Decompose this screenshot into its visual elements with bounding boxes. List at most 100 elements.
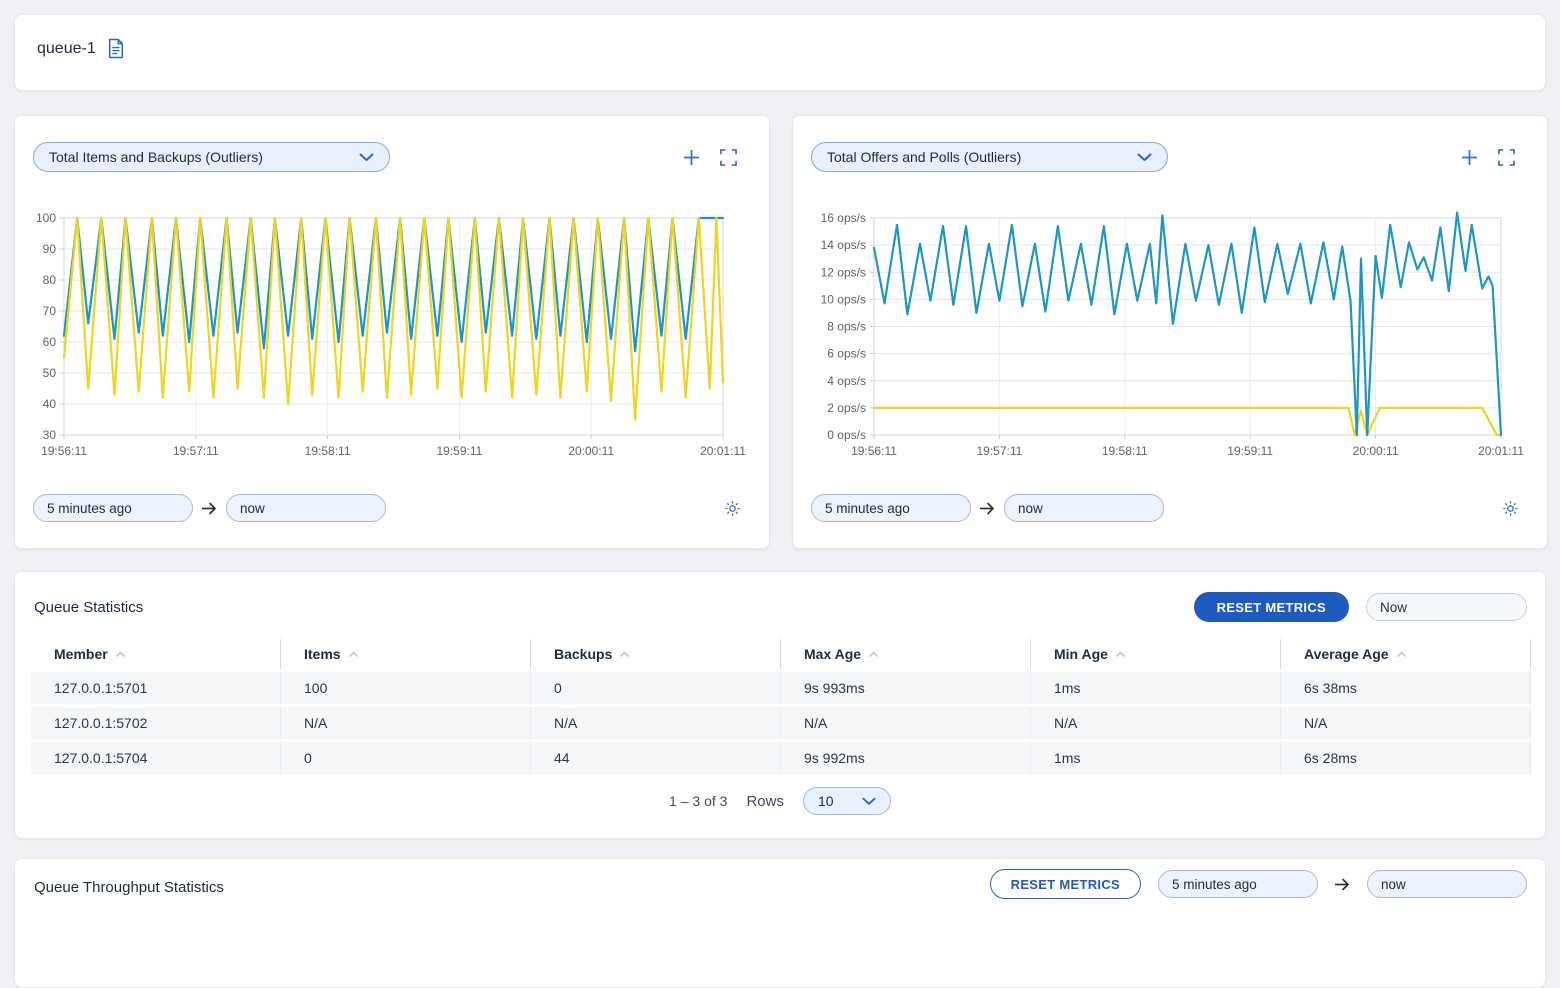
svg-text:20:01:11: 20:01:11 — [700, 444, 746, 458]
svg-text:16 ops/s: 16 ops/s — [821, 211, 866, 225]
table-cell: 0 — [281, 742, 531, 774]
svg-text:20:00:11: 20:00:11 — [568, 444, 614, 458]
svg-text:19:58:11: 19:58:11 — [1102, 444, 1148, 458]
metric-selector-dropdown[interactable]: Total Items and Backups (Outliers) — [33, 142, 390, 172]
chart-card-offers-polls: Total Offers and Polls (Outliers) 0 ops/… — [792, 115, 1548, 549]
arrow-right-icon — [202, 502, 217, 515]
rows-per-page-label: Rows — [746, 793, 784, 810]
arrow-right-icon — [1335, 878, 1350, 891]
svg-text:50: 50 — [43, 366, 57, 380]
time-from-input[interactable] — [811, 494, 971, 522]
column-header-max-age[interactable]: Max Age — [781, 639, 1031, 669]
svg-text:6 ops/s: 6 ops/s — [827, 347, 866, 361]
table-cell: 9s 992ms — [781, 742, 1031, 774]
svg-text:19:56:11: 19:56:11 — [851, 444, 897, 458]
sort-caret-icon — [115, 651, 126, 658]
svg-text:19:57:11: 19:57:11 — [976, 444, 1022, 458]
column-header-backups[interactable]: Backups — [531, 639, 781, 669]
svg-text:19:58:11: 19:58:11 — [305, 444, 351, 458]
table-row[interactable]: 127.0.0.1:5702N/AN/AN/AN/AN/A — [31, 707, 1531, 739]
svg-text:70: 70 — [43, 304, 57, 318]
column-header-items[interactable]: Items — [281, 639, 531, 669]
time-to-input[interactable] — [1367, 870, 1527, 898]
table-cell: N/A — [531, 707, 781, 739]
svg-text:0 ops/s: 0 ops/s — [827, 428, 866, 442]
svg-text:20:01:11: 20:01:11 — [1478, 444, 1524, 458]
reset-metrics-button[interactable]: RESET METRICS — [990, 869, 1141, 899]
svg-text:90: 90 — [43, 242, 57, 256]
pagination-range: 1 – 3 of 3 — [669, 793, 727, 809]
svg-text:4 ops/s: 4 ops/s — [827, 374, 866, 388]
svg-text:19:57:11: 19:57:11 — [173, 444, 219, 458]
table-cell: N/A — [781, 707, 1031, 739]
svg-text:30: 30 — [43, 428, 57, 442]
metric-selector-value: Total Items and Backups (Outliers) — [49, 149, 263, 165]
table-cell: N/A — [1281, 707, 1531, 739]
column-header-average-age[interactable]: Average Age — [1281, 639, 1531, 669]
queue-statistics-card: Queue Statistics RESET METRICS MemberIte… — [14, 571, 1546, 839]
line-chart-offers-polls: 0 ops/s 2 ops/s 4 ops/s 6 ops/s 8 ops/s 10 op… — [811, 210, 1529, 468]
queue-statistics-title: Queue Statistics — [34, 599, 143, 616]
metric-selector-value: Total Offers and Polls (Outliers) — [827, 149, 1021, 165]
table-cell: 6s 38ms — [1281, 672, 1531, 704]
rows-per-page-dropdown[interactable]: 10 — [803, 787, 891, 815]
chart-settings-gear-icon[interactable] — [724, 500, 741, 517]
svg-text:40: 40 — [43, 397, 57, 411]
stats-time-input[interactable] — [1366, 593, 1527, 621]
fullscreen-icon[interactable] — [720, 149, 737, 166]
queue-throughput-statistics-card: Queue Throughput Statistics RESET METRIC… — [14, 858, 1546, 988]
svg-text:2 ops/s: 2 ops/s — [827, 401, 866, 415]
sort-caret-icon — [619, 651, 630, 658]
table-cell: 127.0.0.1:5704 — [31, 742, 281, 774]
time-from-input[interactable] — [1158, 870, 1318, 898]
chart-card-items-backups: Total Items and Backups (Outliers) 30 40 5… — [14, 115, 770, 549]
arrow-right-icon — [980, 502, 995, 515]
sort-caret-icon — [868, 651, 879, 658]
chart-settings-gear-icon[interactable] — [1502, 500, 1519, 517]
line-chart-items-backups: 30 40 50 60 70 80 90 100 19:56:11 19:57:11 19:58:1… — [33, 210, 751, 468]
time-to-input[interactable] — [1004, 494, 1164, 522]
svg-text:14 ops/s: 14 ops/s — [821, 238, 866, 252]
reset-metrics-button[interactable]: RESET METRICS — [1194, 592, 1349, 622]
chevron-down-icon — [1137, 153, 1152, 162]
sort-caret-icon — [1115, 651, 1126, 658]
svg-text:19:59:11: 19:59:11 — [436, 444, 482, 458]
table-cell: N/A — [1031, 707, 1281, 739]
rows-per-page-value: 10 — [818, 793, 834, 809]
svg-text:10 ops/s: 10 ops/s — [821, 292, 866, 306]
table-cell: 44 — [531, 742, 781, 774]
table-cell: 6s 28ms — [1281, 742, 1531, 774]
table-row[interactable]: 127.0.0.1:570110009s 993ms1ms6s 38ms — [31, 672, 1531, 704]
table-cell: 127.0.0.1:5702 — [31, 707, 281, 739]
chevron-down-icon — [862, 797, 876, 806]
table-cell: N/A — [281, 707, 531, 739]
time-to-input[interactable] — [226, 494, 386, 522]
svg-text:19:59:11: 19:59:11 — [1227, 444, 1273, 458]
table-cell: 100 — [281, 672, 531, 704]
svg-text:100: 100 — [36, 211, 56, 225]
document-icon[interactable] — [107, 38, 125, 59]
queue-header-card: queue-1 — [14, 14, 1546, 91]
svg-text:20:00:11: 20:00:11 — [1353, 444, 1399, 458]
queue-statistics-table: MemberItemsBackupsMax AgeMin AgeAverage … — [31, 639, 1531, 774]
table-cell: 127.0.0.1:5701 — [31, 672, 281, 704]
table-cell: 1ms — [1031, 672, 1281, 704]
table-cell: 1ms — [1031, 742, 1281, 774]
add-chart-icon[interactable] — [683, 149, 700, 166]
fullscreen-icon[interactable] — [1498, 149, 1515, 166]
column-header-min-age[interactable]: Min Age — [1031, 639, 1281, 669]
metric-selector-dropdown[interactable]: Total Offers and Polls (Outliers) — [811, 142, 1168, 172]
svg-text:12 ops/s: 12 ops/s — [821, 265, 866, 279]
time-from-input[interactable] — [33, 494, 193, 522]
svg-text:19:56:11: 19:56:11 — [41, 444, 87, 458]
table-row[interactable]: 127.0.0.1:57040449s 992ms1ms6s 28ms — [31, 742, 1531, 774]
sort-caret-icon — [1396, 651, 1407, 658]
table-cell: 9s 993ms — [781, 672, 1031, 704]
svg-text:80: 80 — [43, 273, 57, 287]
table-cell: 0 — [531, 672, 781, 704]
svg-text:60: 60 — [43, 335, 57, 349]
add-chart-icon[interactable] — [1461, 149, 1478, 166]
svg-text:8 ops/s: 8 ops/s — [827, 320, 866, 334]
column-header-member[interactable]: Member — [31, 639, 281, 669]
chevron-down-icon — [359, 153, 374, 162]
